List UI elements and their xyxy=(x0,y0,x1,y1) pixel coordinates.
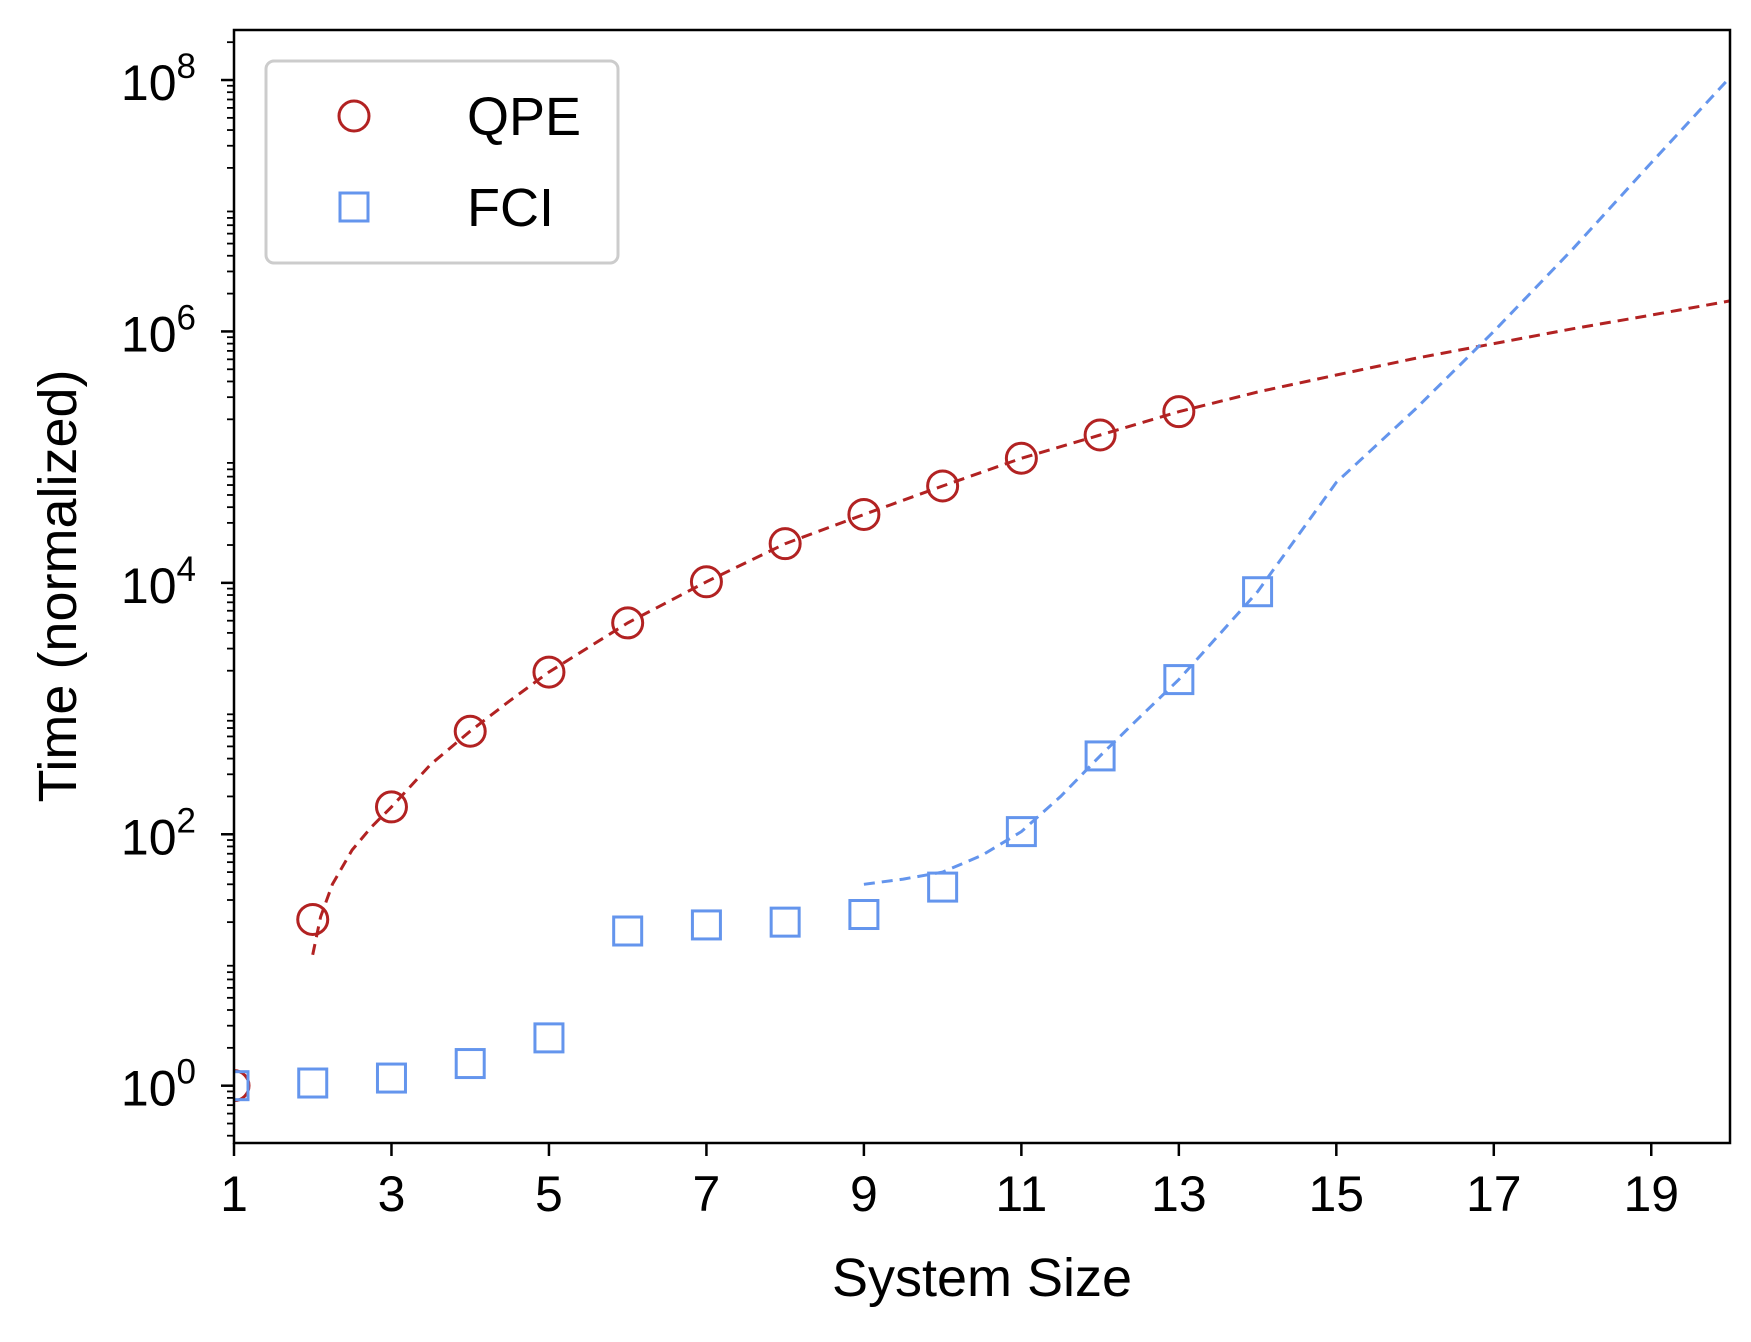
x-axis-label: System Size xyxy=(832,1248,1132,1308)
y-tick-label: 100 xyxy=(121,1053,196,1117)
fci-point xyxy=(375,1062,407,1094)
fci-point xyxy=(297,1067,329,1099)
x-tick-label: 1 xyxy=(220,1166,248,1222)
legend-fci-marker xyxy=(338,191,370,223)
fci-point xyxy=(454,1048,486,1080)
legend: QPE FCI xyxy=(264,59,620,265)
y-tick-label: 108 xyxy=(121,47,196,111)
x-tick-label: 13 xyxy=(1151,1166,1207,1222)
y-axis-ticks: 100 102 104 106 108 xyxy=(121,41,234,1137)
qpe-point xyxy=(374,790,408,824)
qpe-point xyxy=(847,497,881,531)
fit-lines-layer xyxy=(311,76,1730,956)
x-tick-label: 3 xyxy=(378,1166,406,1222)
data-markers-layer xyxy=(234,395,1274,1103)
fci-point xyxy=(927,871,959,903)
y-tick-label: 106 xyxy=(121,298,196,362)
x-tick-label: 11 xyxy=(995,1166,1047,1222)
x-tick-label: 9 xyxy=(850,1166,878,1222)
x-tick-label: 5 xyxy=(535,1166,563,1222)
x-tick-label: 15 xyxy=(1309,1166,1365,1222)
legend-label-qpe: QPE xyxy=(467,87,581,147)
fci-point xyxy=(1163,664,1195,696)
qpe-point xyxy=(1162,395,1196,429)
qpe-point xyxy=(1004,441,1038,475)
qpe-point xyxy=(453,714,487,748)
x-tick-label: 7 xyxy=(693,1166,721,1222)
fci-point xyxy=(690,909,722,941)
y-axis-label: Time (normalized) xyxy=(28,369,88,802)
x-axis-ticks: 1 3 5 7 9 11 13 15 17 19 xyxy=(220,1143,1679,1222)
legend-box xyxy=(264,59,620,265)
qpe-point xyxy=(532,655,566,689)
qpe-point xyxy=(689,565,723,599)
x-tick-label: 17 xyxy=(1466,1166,1522,1222)
qpe-point xyxy=(768,527,802,561)
plot-frame xyxy=(232,28,1732,1145)
y-tick-label: 102 xyxy=(121,801,196,865)
legend-label-fci: FCI xyxy=(467,178,554,238)
fci-point xyxy=(612,915,644,947)
qpe-point xyxy=(926,469,960,503)
fci-point xyxy=(1005,816,1037,848)
fci-point xyxy=(769,906,801,938)
qpe-point xyxy=(296,902,330,936)
fci-point xyxy=(234,1070,250,1102)
fci-point xyxy=(848,899,880,931)
fci-point xyxy=(1242,576,1274,608)
fci-point xyxy=(533,1022,565,1054)
y-tick-label: 104 xyxy=(121,550,196,614)
qpe-point xyxy=(611,606,645,640)
fci-point xyxy=(1084,740,1116,772)
x-tick-label: 19 xyxy=(1623,1166,1679,1222)
qpe-point xyxy=(1083,418,1117,452)
fit-line-fci xyxy=(863,76,1730,886)
fit-line-qpe xyxy=(311,299,1730,956)
legend-qpe-marker xyxy=(337,99,371,133)
